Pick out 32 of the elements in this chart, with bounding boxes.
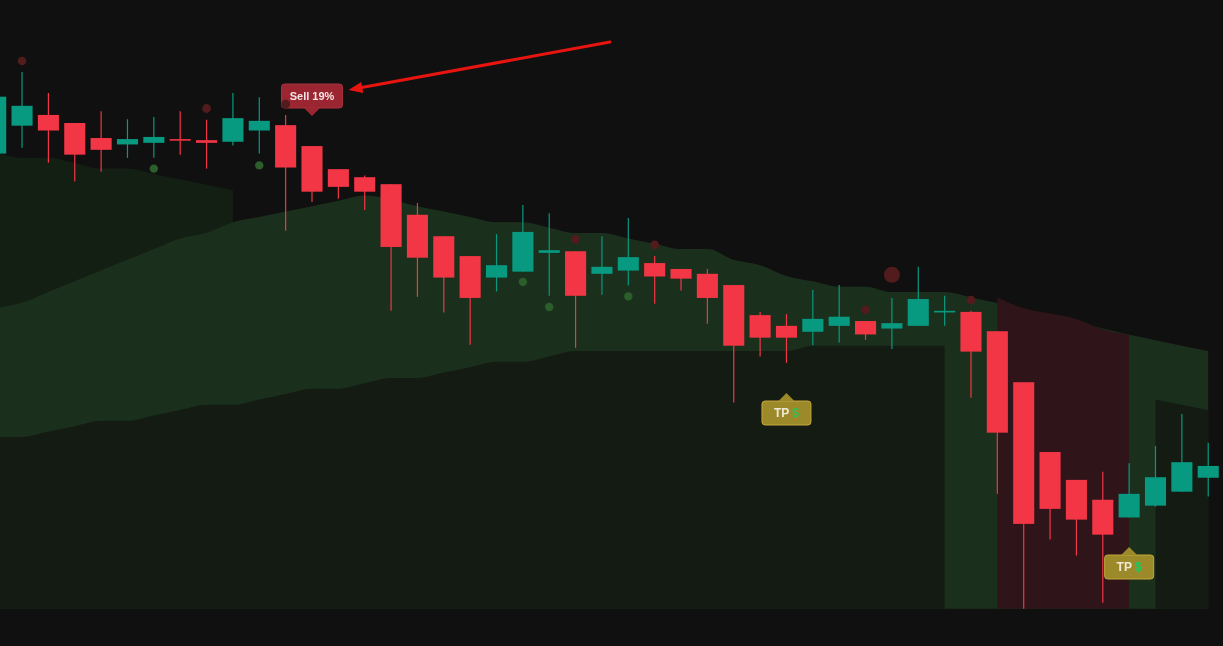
candlestick [37,92,59,164]
candlestick [591,235,613,296]
candlestick [881,297,903,350]
candlestick [11,71,33,149]
point [545,302,554,312]
point [255,161,264,170]
annotation: TP $ [773,406,800,421]
point [149,164,159,173]
candlestick [90,110,112,173]
candlestick [354,174,376,211]
candlestick [617,217,639,287]
annotation: Sell 19% [289,89,335,102]
candlestick [143,116,165,159]
candlestick [749,311,771,358]
candlestick [828,284,850,344]
candlestick [775,313,798,364]
candlestick [169,110,191,156]
point [624,292,633,301]
candlestick [248,96,270,155]
candlestick [1118,462,1140,519]
candlestick [644,255,666,305]
candlestick [855,320,877,341]
point [518,277,528,287]
candlestick [802,289,824,346]
annotation: TP $ [1116,560,1143,575]
candlestick [116,118,139,159]
candlestick [1197,442,1219,498]
candlestick [538,212,560,297]
candlestick [327,168,349,200]
candlestick [222,92,244,147]
candlestick [196,119,218,170]
candlestick [485,233,508,293]
